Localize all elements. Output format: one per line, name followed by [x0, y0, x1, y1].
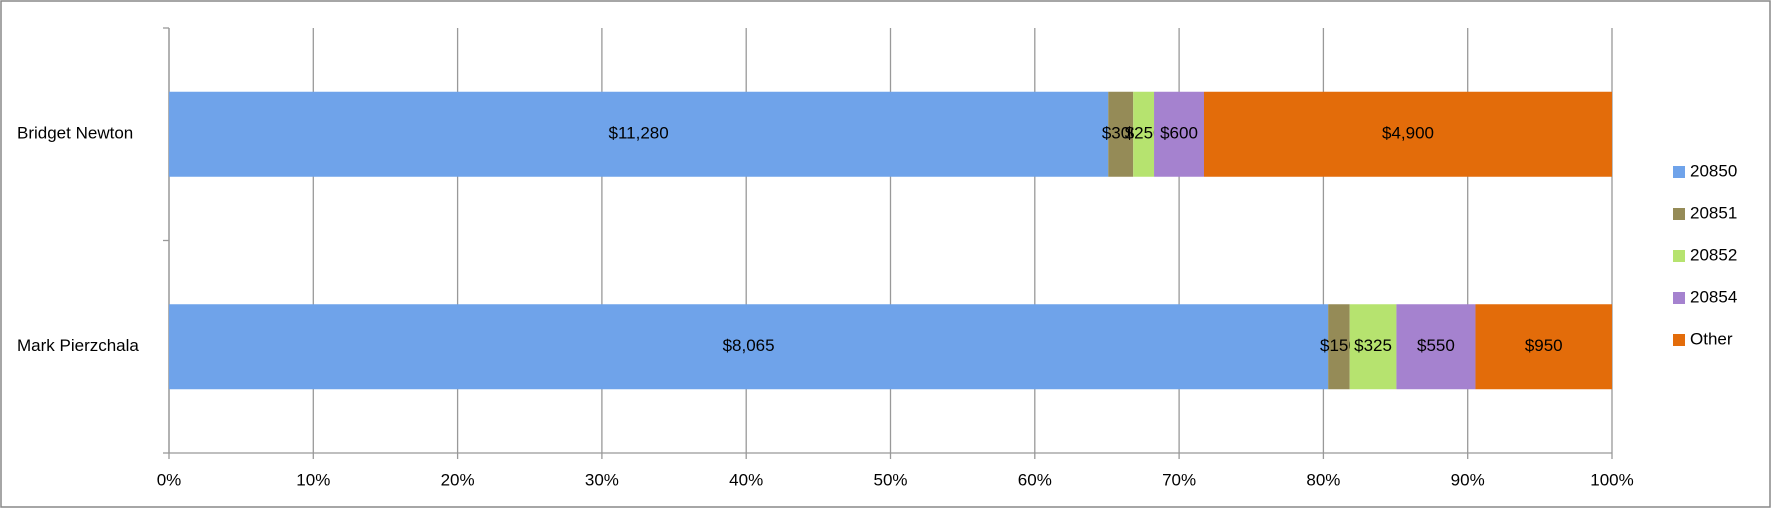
data-label: $600 [1160, 124, 1198, 143]
legend-swatch [1673, 334, 1685, 346]
x-tick-label: 70% [1162, 470, 1196, 489]
data-label: $550 [1417, 336, 1455, 355]
bar-segment [169, 91, 1109, 177]
x-tick-label: 50% [873, 470, 907, 489]
data-label: $250 [1125, 124, 1163, 143]
y-tick-label: Bridget Newton [17, 124, 133, 143]
data-label: $300 [1102, 124, 1140, 143]
x-tick-label: 80% [1306, 470, 1340, 489]
legend-label: 20854 [1690, 287, 1737, 306]
bar-segment [1133, 91, 1155, 177]
x-tick-label: 90% [1451, 470, 1485, 489]
x-tick-label: 10% [296, 470, 330, 489]
data-label: $8,065 [723, 336, 775, 355]
bar-segment [1203, 91, 1612, 177]
x-tick-label: 20% [441, 470, 475, 489]
bar-segment [1328, 304, 1350, 390]
bar-segment [1396, 304, 1476, 390]
legend-label: 20852 [1690, 245, 1737, 264]
legend-label: Other [1690, 329, 1733, 348]
data-label: $325 [1354, 336, 1392, 355]
legend-swatch [1673, 250, 1685, 262]
bar-segment [1154, 91, 1204, 177]
data-label: $950 [1525, 336, 1563, 355]
x-tick-label: 100% [1590, 470, 1633, 489]
bar-segment [169, 304, 1329, 390]
legend-label: 20851 [1690, 203, 1737, 222]
x-tick-label: 30% [585, 470, 619, 489]
y-tick-label: Mark Pierzchala [17, 336, 139, 355]
bar-segment [1349, 304, 1397, 390]
legend-swatch [1673, 292, 1685, 304]
data-label: $150 [1320, 336, 1358, 355]
data-label: $11,280 [609, 124, 669, 143]
legend-swatch [1673, 208, 1685, 220]
x-tick-label: 60% [1018, 470, 1052, 489]
legend-swatch [1673, 166, 1685, 178]
bar-segment [1108, 91, 1134, 177]
x-tick-label: 0% [157, 470, 182, 489]
x-tick-label: 40% [729, 470, 763, 489]
data-label: $4,900 [1382, 124, 1434, 143]
bar-segment [1475, 304, 1612, 390]
legend-label: 20850 [1690, 161, 1737, 180]
